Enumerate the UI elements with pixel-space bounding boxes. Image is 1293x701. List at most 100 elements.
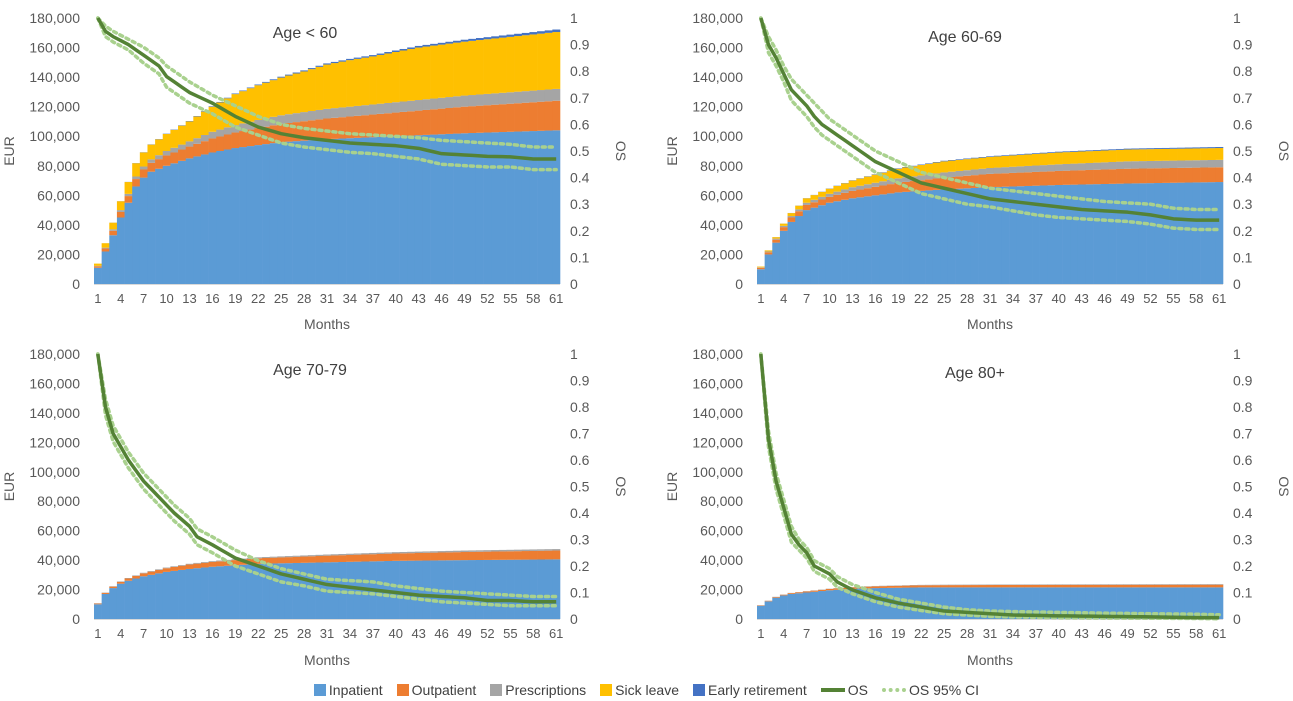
bar-segment	[124, 202, 133, 284]
bar-segment	[1062, 163, 1071, 171]
bar-segment	[848, 180, 857, 188]
x-tick-label: 28	[960, 291, 974, 306]
bar-segment	[498, 104, 507, 133]
bar-segment	[521, 35, 530, 92]
bar-segment	[292, 141, 301, 284]
bar-segment	[223, 149, 232, 284]
y-axis-title: EUR	[664, 136, 680, 166]
bar-segment	[772, 242, 781, 284]
y-tick-label: 120,000	[29, 434, 80, 450]
bar-segment	[223, 565, 232, 619]
bar-segment	[1200, 182, 1209, 284]
bar-segment	[909, 191, 918, 284]
legend-swatch	[820, 688, 845, 692]
bar-segment	[825, 590, 834, 619]
bar-segment	[955, 159, 964, 171]
bar-segment	[1131, 168, 1140, 184]
bar-segment	[993, 587, 1002, 619]
bar-segment	[863, 188, 872, 197]
bar-segment	[307, 68, 316, 70]
bar-segment	[445, 97, 454, 108]
bar-segment	[193, 116, 202, 139]
bar-segment	[1085, 584, 1094, 588]
bar-segment	[338, 138, 347, 284]
bar-segment	[124, 578, 133, 581]
bar-segment	[947, 160, 956, 172]
bar-segment	[369, 114, 377, 138]
bar-segment	[300, 556, 309, 563]
bar-segment	[802, 202, 811, 205]
bar-segment	[1016, 587, 1025, 619]
bar-segment	[185, 146, 194, 159]
bar-segment	[170, 566, 179, 571]
bar-segment	[1207, 587, 1216, 619]
bar-segment	[239, 147, 248, 284]
bar-segment	[1077, 170, 1086, 185]
bar-segment	[1001, 584, 1010, 588]
bar-segment	[414, 47, 423, 101]
bar-segment	[514, 549, 523, 552]
bar-segment	[338, 555, 347, 562]
bar-segment	[841, 587, 849, 590]
bar-segment	[1215, 148, 1224, 160]
bar-segment	[483, 37, 492, 40]
bar-segment	[353, 58, 362, 106]
bar-segment	[246, 88, 255, 122]
bar-segment	[208, 566, 217, 619]
bar-segment	[764, 601, 773, 619]
bar-segment	[132, 186, 141, 284]
y-tick-label: 40,000	[700, 217, 743, 233]
bar-segment	[437, 551, 446, 553]
bar-segment	[284, 563, 293, 619]
bar-segment	[200, 154, 209, 284]
bar-segment	[468, 551, 477, 561]
os-line	[759, 17, 1220, 222]
bar-segment	[1184, 160, 1193, 168]
bar-segment	[284, 114, 293, 123]
bar-segment	[894, 192, 903, 284]
bar-segment	[239, 564, 248, 619]
bar-segment	[932, 587, 941, 619]
bar-segment	[1138, 584, 1147, 585]
bar-segment	[552, 88, 561, 101]
y2-tick-label: 1	[570, 346, 578, 362]
x-tick-label: 4	[117, 626, 124, 641]
bar-segment	[947, 587, 956, 619]
bar-segment	[185, 121, 194, 142]
bar-segment	[993, 186, 1002, 284]
bar-segment	[1169, 584, 1178, 588]
bar-segment	[856, 586, 865, 589]
bar-segment	[825, 202, 834, 284]
bar-segment	[986, 167, 995, 174]
bar-segment	[552, 29, 561, 33]
bar-segment	[284, 123, 293, 142]
chart-title: Age < 60	[273, 25, 338, 42]
bar-segment	[925, 174, 934, 180]
bar-segment	[170, 147, 179, 153]
legend-swatch	[396, 684, 409, 696]
bar-segment	[155, 573, 164, 619]
bar-segment	[925, 587, 934, 619]
x-tick-label: 16	[868, 626, 882, 641]
bar-segment	[1016, 186, 1025, 284]
bar-segment	[491, 132, 500, 284]
bar-segment	[323, 554, 332, 556]
bar-segment	[147, 571, 156, 575]
bar-segment	[1024, 172, 1033, 186]
x-tick-label: 10	[159, 626, 173, 641]
x-tick-label: 40	[1052, 626, 1066, 641]
bar-segment	[353, 115, 362, 138]
bar-segment	[132, 163, 141, 177]
bar-segment	[963, 587, 972, 619]
bar-segment	[376, 553, 385, 562]
bar-segment	[978, 157, 987, 158]
bar-segment	[361, 105, 370, 116]
x-tick-label: 46	[1097, 626, 1111, 641]
y2-tick-label: 0.6	[1233, 452, 1253, 468]
y2-tick-label: 1	[1233, 10, 1241, 26]
x-tick-label: 52	[480, 626, 494, 641]
bar-segment	[1047, 152, 1056, 153]
bar-segment	[1131, 161, 1140, 169]
bar-segment	[963, 585, 972, 588]
y-axis-title: EUR	[1, 136, 17, 166]
